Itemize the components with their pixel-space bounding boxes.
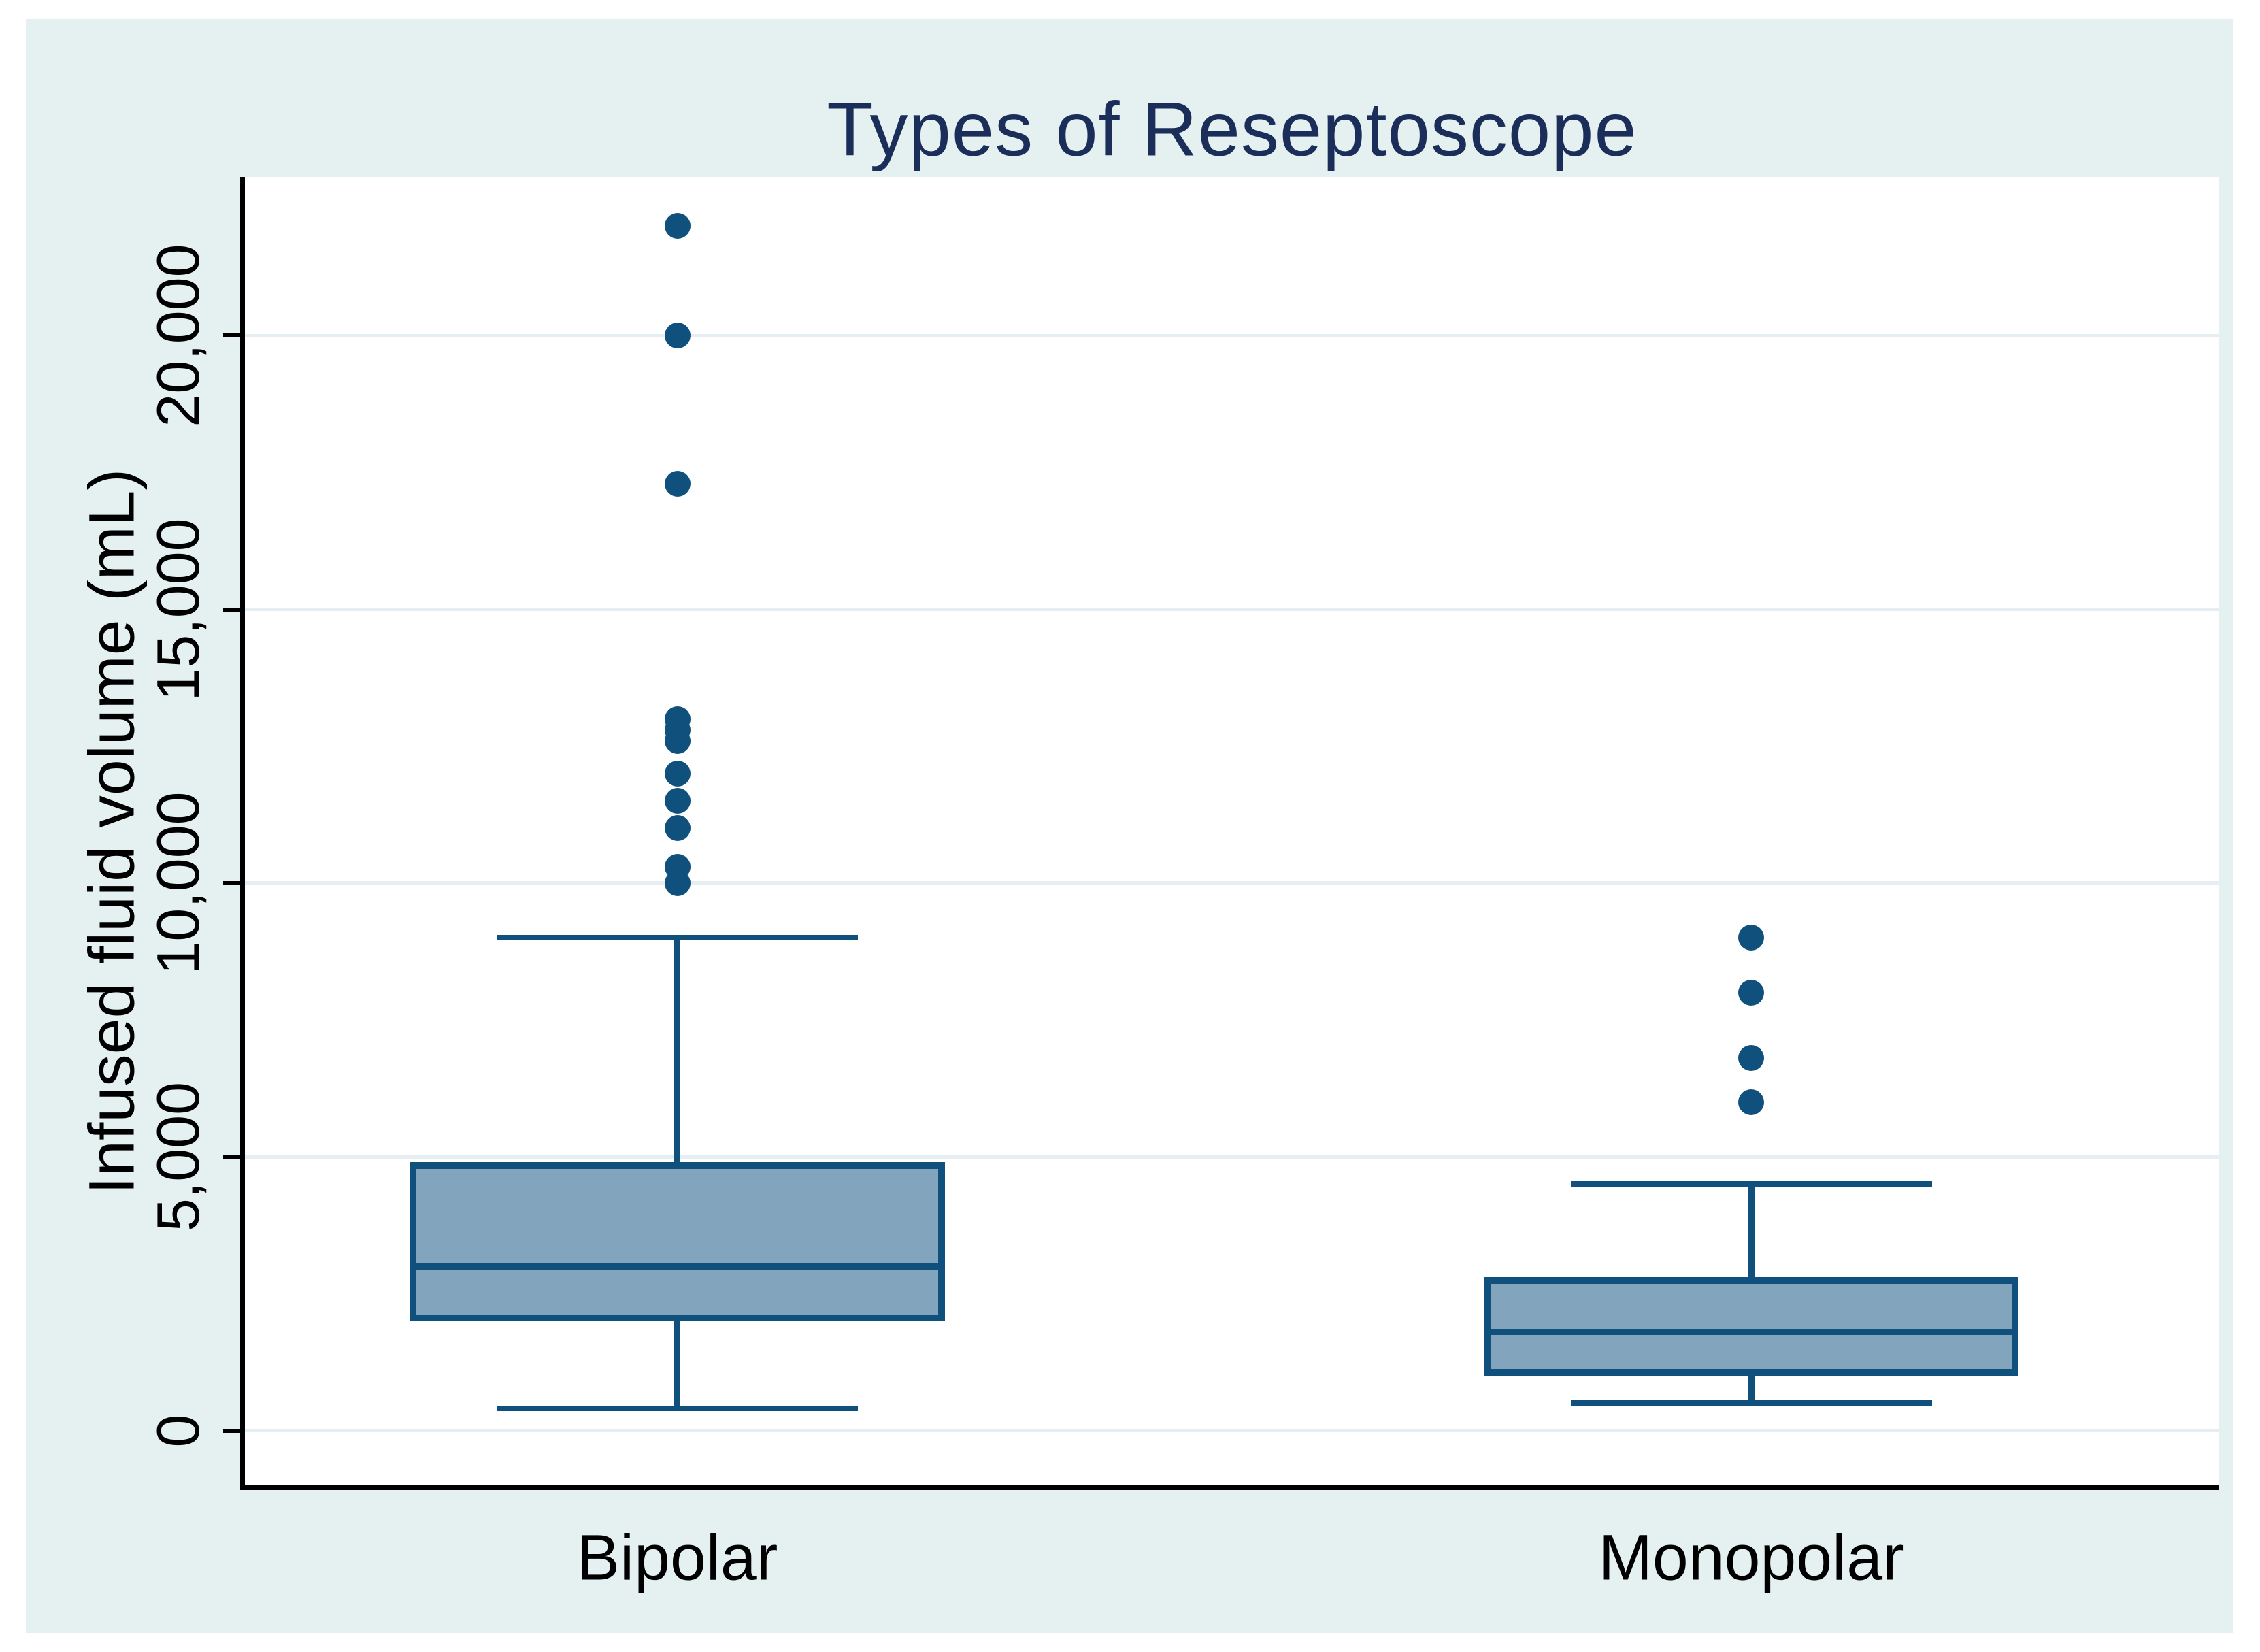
outlier-dot bbox=[664, 761, 691, 787]
y-tick bbox=[223, 1428, 245, 1433]
y-axis-line bbox=[240, 177, 245, 1490]
median-line bbox=[1484, 1329, 2019, 1336]
y-gridline bbox=[245, 1155, 2219, 1159]
y-gridline bbox=[245, 333, 2219, 337]
y-tick bbox=[223, 607, 245, 612]
whisker-lower-cap bbox=[497, 1406, 859, 1412]
outlier-dot bbox=[664, 470, 691, 497]
y-gridline bbox=[245, 1429, 2219, 1433]
outlier-dot bbox=[1738, 925, 1765, 951]
y-tick-label: 0 bbox=[144, 1414, 212, 1448]
y-tick-label: 20,000 bbox=[144, 244, 212, 427]
outlier-dot bbox=[664, 213, 691, 239]
chart-title: Types of Reseptoscope bbox=[827, 86, 1638, 172]
whisker-lower-stem bbox=[674, 1321, 681, 1409]
y-gridline bbox=[245, 881, 2219, 885]
x-axis-line bbox=[240, 1485, 2219, 1490]
x-category-label: Bipolar bbox=[576, 1521, 778, 1594]
box-bipolar bbox=[410, 1162, 945, 1321]
y-tick bbox=[223, 333, 245, 338]
outlier-dot bbox=[664, 815, 691, 842]
outlier-dot bbox=[664, 706, 691, 732]
whisker-upper-cap bbox=[1570, 1181, 1932, 1187]
y-tick bbox=[223, 880, 245, 885]
whisker-upper-stem bbox=[674, 938, 681, 1163]
whisker-upper-cap bbox=[497, 935, 859, 941]
outlier-dot bbox=[664, 323, 691, 349]
y-tick-label: 15,000 bbox=[144, 518, 212, 701]
whisker-lower-stem bbox=[1748, 1376, 1755, 1404]
y-gridline bbox=[245, 608, 2219, 612]
outlier-dot bbox=[1738, 1089, 1765, 1115]
y-tick-label: 5,000 bbox=[144, 1082, 212, 1232]
outlier-dot bbox=[1738, 979, 1765, 1006]
y-tick-label: 10,000 bbox=[144, 791, 212, 975]
whisker-upper-stem bbox=[1748, 1184, 1755, 1278]
y-tick bbox=[223, 1155, 245, 1159]
whisker-lower-cap bbox=[1570, 1400, 1932, 1406]
outlier-dot bbox=[664, 788, 691, 814]
box-monopolar bbox=[1484, 1277, 2019, 1376]
outlier-dot bbox=[664, 853, 691, 880]
y-axis-title: Infused fluid volume (mL) bbox=[76, 468, 148, 1194]
outlier-dot bbox=[1738, 1045, 1765, 1072]
median-line bbox=[410, 1263, 945, 1270]
x-category-label: Monopolar bbox=[1598, 1521, 1904, 1594]
